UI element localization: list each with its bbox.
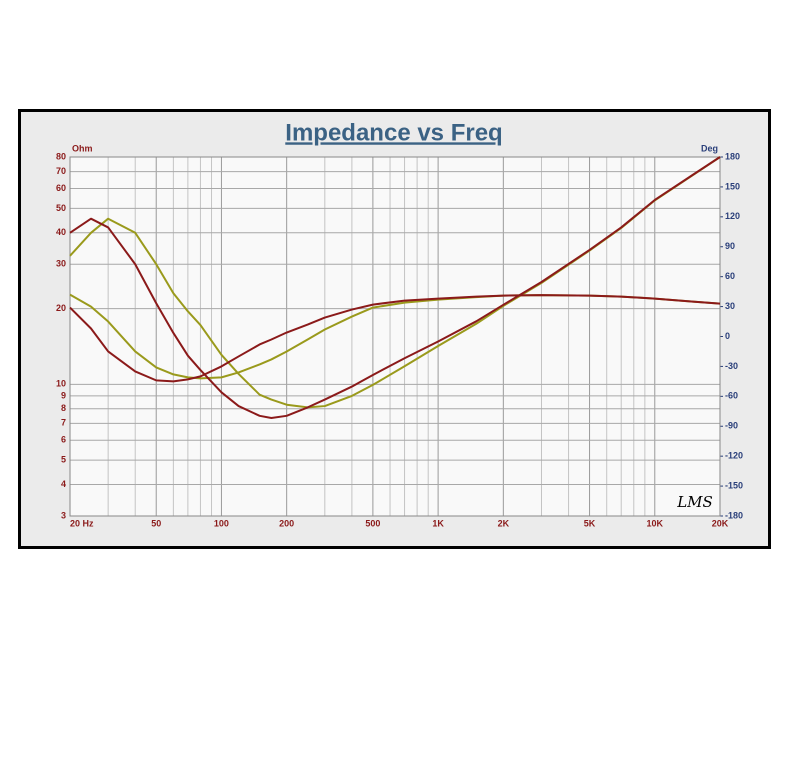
plot-border [69, 156, 721, 517]
y2-tick-label: -120 [725, 451, 743, 461]
y-tick-label: 7 [61, 418, 66, 428]
series-line [69, 156, 721, 420]
y2-tick-label: 150 [725, 181, 740, 191]
y2-axis-label: Deg [701, 143, 718, 153]
y-tick-label: 60 [56, 183, 66, 193]
plot-area [70, 157, 720, 516]
y-axis-label: Ohm [72, 143, 93, 153]
watermark: LMS [676, 493, 713, 511]
y2-tick-label: 120 [725, 211, 740, 221]
y-tick-label: 30 [56, 259, 66, 269]
x-tick-label: 500 [365, 518, 380, 528]
y-tick-label: 10 [56, 379, 66, 389]
y-tick-label: 6 [61, 435, 66, 445]
x-tick-label: 2K [498, 518, 510, 528]
x-tick-label: 100 [214, 518, 229, 528]
y-tick-label: 3 [61, 510, 66, 520]
x-tick-label: 20K [712, 518, 729, 528]
chart-title: Impedance vs Freq [285, 119, 502, 146]
x-tick-label: 5K [584, 518, 596, 528]
y-tick-label: 9 [61, 390, 66, 400]
y2-tick-label: 180 [725, 151, 740, 161]
y-tick-label: 20 [56, 303, 66, 313]
y-tick-label: 50 [56, 203, 66, 213]
y2-tick-label: -30 [725, 361, 738, 371]
y-tick-label: 8 [61, 403, 66, 413]
y-tick-label: 80 [56, 151, 66, 161]
x-tick-label: 1K [432, 518, 444, 528]
y2-tick-label: -180 [725, 510, 743, 520]
y-tick-label: 70 [56, 166, 66, 176]
y2-tick-label: 90 [725, 241, 735, 251]
y-tick-label: 5 [61, 455, 66, 465]
series-line [69, 294, 721, 383]
y2-tick-label: 30 [725, 301, 735, 311]
x-tick-label: 200 [279, 518, 294, 528]
y2-tick-label: -90 [725, 421, 738, 431]
y-tick-label: 40 [56, 227, 66, 237]
y2-tick-label: 60 [725, 271, 735, 281]
x-tick-label: 20 Hz [70, 518, 94, 528]
x-tick-label: 50 [151, 518, 161, 528]
y2-tick-label: -150 [725, 480, 743, 490]
y2-tick-label: -60 [725, 391, 738, 401]
y-tick-label: 4 [61, 479, 66, 489]
y2-tick-label: 0 [725, 331, 730, 341]
x-tick-label: 10K [647, 518, 664, 528]
